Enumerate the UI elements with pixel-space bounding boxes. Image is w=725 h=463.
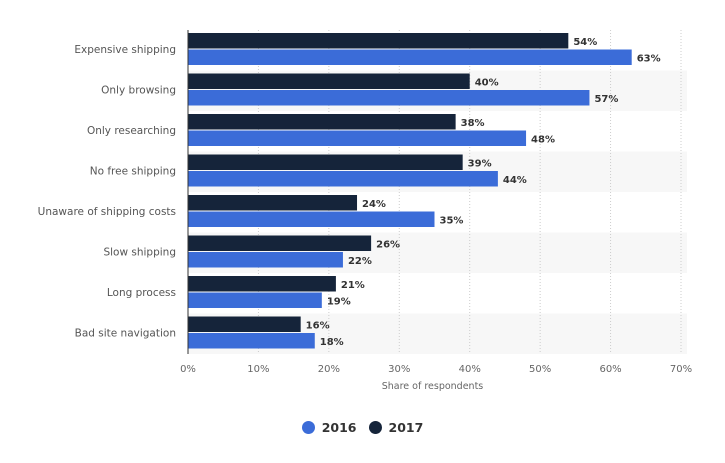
bar-2017 [188, 276, 336, 292]
x-axis-title: Share of respondents [382, 381, 484, 392]
legend-label-2016: 2016 [321, 420, 357, 435]
bar-2017 [188, 33, 569, 49]
legend-item-2017[interactable]: 2017 [368, 420, 424, 435]
bar-2016 [188, 171, 498, 187]
x-tick-label: 0% [180, 364, 196, 375]
value-label-2016: 63% [637, 53, 661, 64]
bar-2017 [188, 235, 372, 251]
category-label: Bad site navigation [75, 328, 176, 340]
bar-2017 [188, 114, 456, 130]
x-tick-label: 50% [529, 364, 551, 375]
category-label: Long process [107, 287, 176, 299]
legend: 2016 2017 [0, 420, 725, 435]
legend-item-2016[interactable]: 2016 [301, 420, 357, 435]
bar-2016 [188, 252, 343, 268]
value-label-2016: 35% [440, 215, 464, 226]
value-label-2017: 54% [573, 37, 597, 48]
category-labels: Expensive shipping Only browsing Only rese… [38, 44, 176, 340]
x-tick-label: 70% [670, 364, 692, 375]
value-label-2016: 44% [503, 175, 527, 186]
bars [188, 33, 632, 349]
value-label-2017: 26% [376, 239, 400, 250]
bar-2017 [188, 316, 301, 332]
bar-2016 [188, 49, 632, 65]
value-label-2016: 19% [327, 296, 351, 307]
x-tick-label: 20% [318, 364, 340, 375]
x-tick-label: 10% [247, 364, 269, 375]
x-tick-labels: 0% 10% 20% 30% 40% 50% 60% 70% [180, 364, 692, 375]
category-label: No free shipping [90, 166, 176, 178]
value-label-2017: 16% [306, 320, 330, 331]
value-label-2016: 57% [594, 94, 618, 105]
bar-2017 [188, 73, 470, 89]
value-label-2016: 48% [531, 134, 555, 145]
x-tick-label: 60% [599, 364, 621, 375]
bar-2016 [188, 292, 322, 308]
x-tick-label: 30% [388, 364, 410, 375]
category-label: Slow shipping [103, 247, 176, 259]
value-label-2017: 40% [475, 77, 499, 88]
value-labels: 54% 63% 40% 57% 38% 48% 39% 44% 24% 35% 26% 22% 21% 1… [306, 37, 661, 348]
category-label: Unaware of shipping costs [38, 206, 176, 218]
bar-2016 [188, 333, 315, 349]
value-label-2017: 39% [468, 158, 492, 169]
x-tick-label: 40% [459, 364, 481, 375]
bar-2016 [188, 130, 527, 146]
legend-dot-2017-icon [368, 421, 382, 434]
category-label: Only researching [87, 125, 176, 137]
value-label-2017: 21% [341, 280, 365, 291]
legend-dot-2016-icon [301, 421, 315, 434]
category-label: Expensive shipping [74, 44, 176, 56]
value-label-2017: 38% [461, 118, 485, 129]
category-label: Only browsing [101, 85, 176, 97]
value-label-2016: 18% [320, 337, 344, 348]
value-label-2017: 24% [362, 199, 386, 210]
bar-2016 [188, 211, 435, 227]
value-label-2016: 22% [348, 256, 372, 267]
bar-2017 [188, 154, 463, 170]
legend-label-2017: 2017 [388, 420, 424, 435]
bar-2017 [188, 195, 358, 211]
bar-2016 [188, 90, 590, 106]
